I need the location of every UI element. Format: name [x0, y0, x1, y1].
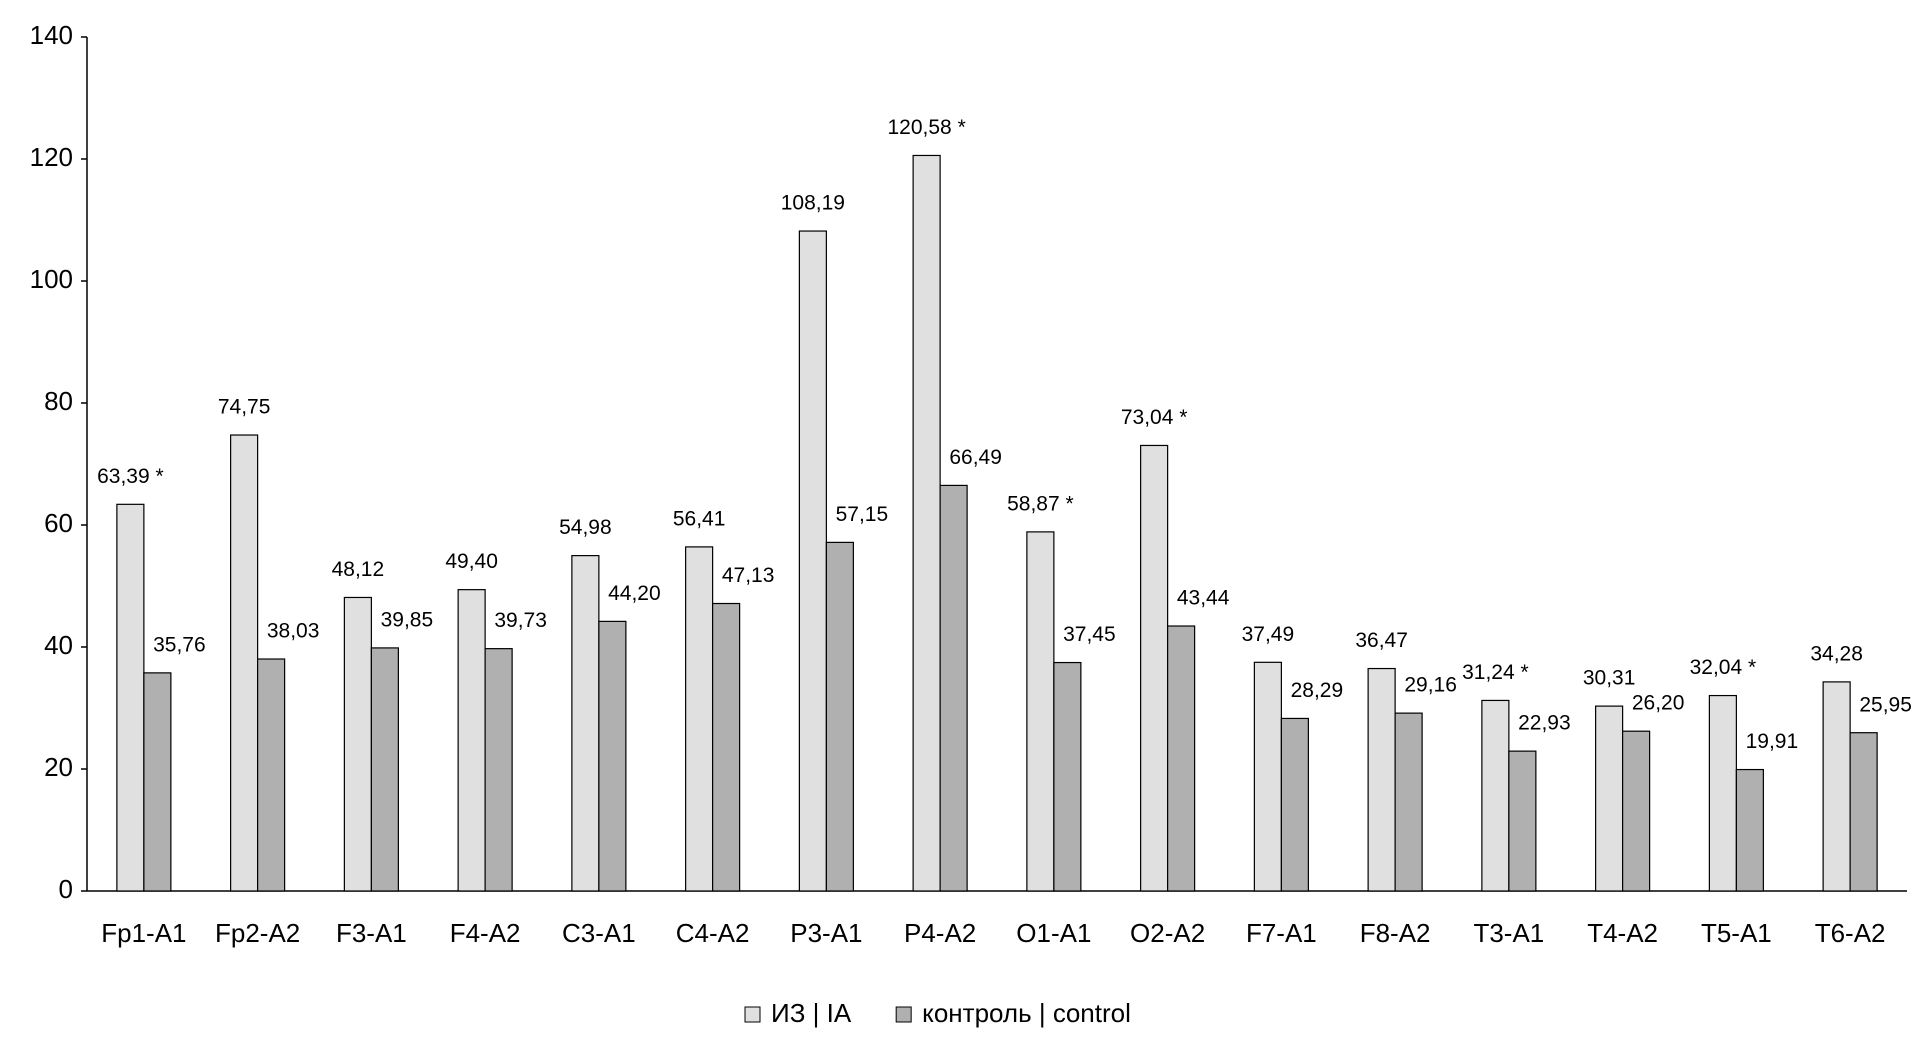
bar [1367, 667, 1396, 892]
x-tick-label: F3-A1 [336, 918, 407, 948]
bar [1622, 730, 1651, 892]
x-tick-label: T5-A1 [1701, 918, 1772, 948]
bar [143, 672, 172, 892]
bar [230, 434, 259, 892]
value-label: 43,44 [1177, 587, 1230, 610]
bar [257, 658, 286, 892]
bar [1595, 705, 1624, 892]
value-label: 57,15 [836, 503, 889, 526]
x-tick-label: P4-A2 [904, 918, 976, 948]
bar [1394, 712, 1423, 892]
bar [912, 154, 941, 892]
bar [598, 620, 627, 892]
value-label: 120,58 * [888, 116, 966, 139]
value-label: 54,98 [559, 516, 612, 539]
bar [457, 589, 486, 892]
legend-label: ИЗ | IA [771, 998, 852, 1028]
value-label: 34,28 [1810, 642, 1863, 665]
value-label: 29,16 [1404, 674, 1457, 697]
x-tick-label: C3-A1 [562, 918, 636, 948]
x-tick-label: O2-A2 [1130, 918, 1205, 948]
value-label: 28,29 [1291, 679, 1344, 702]
value-label: 74,75 [218, 396, 271, 419]
bar [1280, 717, 1309, 892]
value-label: 39,85 [381, 608, 434, 631]
value-label: 39,73 [494, 609, 547, 632]
bar [939, 484, 968, 892]
value-label: 56,41 [673, 507, 726, 530]
x-tick-label: F7-A1 [1246, 918, 1317, 948]
x-tick-label: F8-A2 [1360, 918, 1431, 948]
y-tick-label: 0 [59, 874, 73, 904]
y-tick-label: 20 [44, 752, 73, 782]
bar [685, 546, 714, 892]
y-tick-label: 40 [44, 630, 73, 660]
value-label: 37,45 [1063, 623, 1116, 646]
value-label: 36,47 [1355, 629, 1408, 652]
value-label: 31,24 * [1462, 661, 1529, 684]
x-tick-label: T6-A2 [1815, 918, 1886, 948]
bar [798, 230, 827, 892]
bar [712, 602, 741, 892]
y-tick-label: 120 [30, 142, 73, 172]
bar [1822, 681, 1851, 892]
y-tick-label: 140 [30, 20, 73, 50]
x-tick-label: C4-A2 [676, 918, 750, 948]
x-tick-label: P3-A1 [790, 918, 862, 948]
bar [1253, 661, 1282, 892]
value-label: 108,19 [781, 192, 845, 215]
value-label: 73,04 * [1121, 406, 1188, 429]
legend-swatch [895, 1006, 912, 1023]
value-label: 63,39 * [97, 465, 164, 488]
bar [1849, 732, 1878, 892]
bar [1481, 699, 1510, 892]
value-label: 49,40 [445, 550, 498, 573]
bar [1735, 768, 1764, 892]
value-label: 35,76 [153, 633, 206, 656]
value-label: 32,04 * [1690, 656, 1757, 679]
value-label: 47,13 [722, 564, 775, 587]
bar [1708, 694, 1737, 892]
value-label: 26,20 [1632, 692, 1685, 715]
x-tick-label: Fp2-A2 [215, 918, 300, 948]
bar [484, 648, 513, 892]
value-label: 58,87 * [1007, 492, 1074, 515]
value-label: 38,03 [267, 620, 320, 643]
bar [1026, 531, 1055, 892]
x-tick-label: O1-A1 [1016, 918, 1091, 948]
x-tick-label: F4-A2 [450, 918, 521, 948]
y-tick-label: 80 [44, 386, 73, 416]
value-label: 30,31 [1583, 667, 1636, 690]
bar [343, 596, 372, 892]
x-tick-label: T4-A2 [1587, 918, 1658, 948]
value-label: 37,49 [1242, 623, 1295, 646]
x-tick-label: Fp1-A1 [101, 918, 186, 948]
legend-label: контроль | control [922, 998, 1131, 1028]
value-label: 19,91 [1746, 730, 1799, 753]
x-tick-label: T3-A1 [1473, 918, 1544, 948]
value-label: 22,93 [1518, 712, 1571, 735]
value-label: 44,20 [608, 582, 661, 605]
bar [1140, 444, 1169, 892]
value-label: 48,12 [332, 558, 385, 581]
bar [116, 503, 145, 892]
bar [571, 555, 600, 892]
y-tick-label: 60 [44, 508, 73, 538]
bar [1167, 625, 1196, 892]
bar [1508, 750, 1537, 892]
bar [370, 647, 399, 892]
y-tick-label: 100 [30, 264, 73, 294]
bar [1053, 661, 1082, 892]
legend-swatch [744, 1006, 761, 1023]
bar [825, 541, 854, 892]
value-label: 66,49 [949, 446, 1002, 469]
value-label: 25,95 [1859, 693, 1912, 716]
